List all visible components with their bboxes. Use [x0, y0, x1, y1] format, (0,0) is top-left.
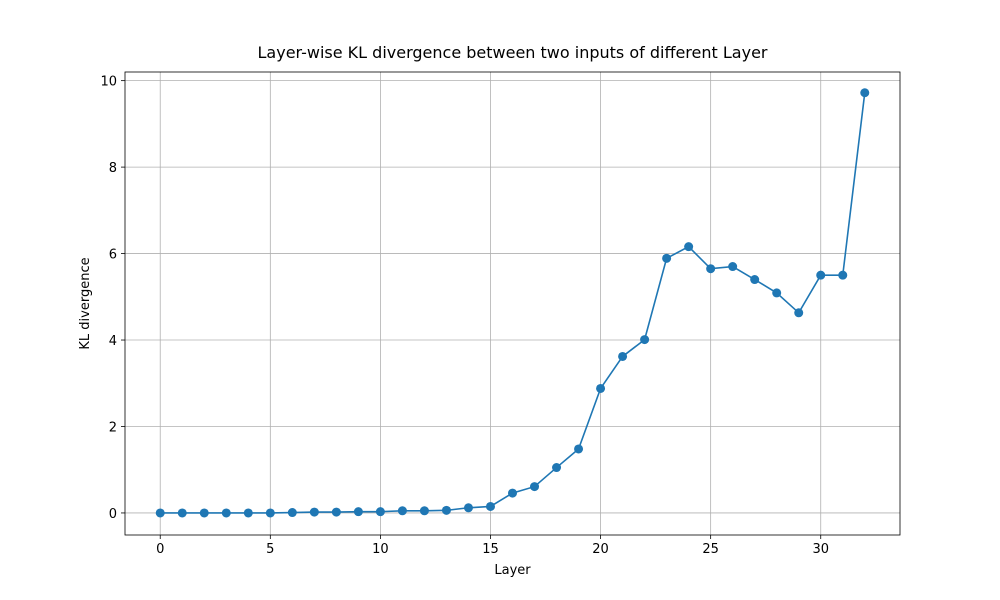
x-tick-label: 30	[812, 542, 829, 557]
data-point	[221, 508, 231, 518]
data-point	[508, 488, 517, 498]
y-tick-label: 2	[109, 420, 117, 435]
data-point	[419, 506, 429, 516]
data-point	[794, 308, 804, 318]
data-point	[574, 444, 584, 454]
data-point	[155, 508, 165, 518]
data-point	[353, 507, 363, 517]
x-tick-label: 10	[372, 542, 389, 557]
plot-frame	[124, 71, 901, 536]
data-point	[199, 508, 209, 518]
chart-title: Layer-wise KL divergence between two inp…	[258, 43, 768, 62]
x-tick-label: 0	[156, 542, 164, 557]
data-point	[309, 507, 319, 517]
x-axis-label: Layer	[494, 563, 531, 578]
data-point	[177, 508, 187, 518]
data-point	[640, 335, 650, 345]
data-point	[750, 275, 760, 285]
data-point	[662, 253, 672, 263]
data-point	[838, 270, 848, 280]
data-point	[706, 264, 716, 274]
data-point	[485, 501, 495, 511]
x-tick-label: 25	[702, 542, 719, 557]
data-point	[618, 351, 628, 361]
data-point	[860, 88, 870, 98]
x-tick-label: 20	[592, 542, 609, 557]
data-point	[331, 507, 341, 517]
data-point	[441, 505, 451, 515]
data-point	[728, 262, 738, 272]
data-point	[530, 482, 540, 492]
y-tick-label: 10	[100, 75, 117, 90]
series-line	[160, 92, 866, 514]
data-point	[816, 270, 826, 280]
data-point	[463, 503, 473, 513]
data-point	[552, 463, 562, 473]
x-tick-label: 15	[482, 542, 499, 557]
data-point	[265, 508, 275, 518]
y-axis-label: KL divergence	[78, 257, 93, 349]
y-tick-label: 8	[109, 161, 117, 176]
y-tick-label: 4	[109, 334, 117, 349]
y-tick-label: 0	[109, 507, 117, 522]
data-point	[397, 506, 407, 516]
y-tick-label: 6	[109, 248, 117, 263]
x-tick-label: 5	[266, 542, 274, 557]
data-point	[684, 242, 694, 252]
data-point	[596, 383, 606, 393]
data-point	[287, 508, 297, 518]
data-point	[375, 507, 385, 517]
data-point	[243, 508, 253, 518]
data-point	[772, 288, 782, 298]
